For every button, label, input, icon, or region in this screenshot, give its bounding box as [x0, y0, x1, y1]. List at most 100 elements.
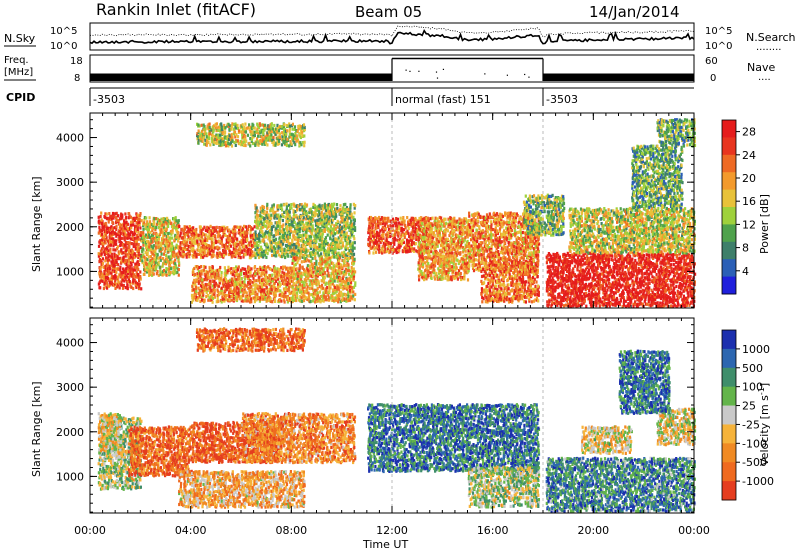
heatmap-cell — [113, 266, 116, 270]
heatmap-cell — [140, 254, 143, 258]
heatmap-cell — [126, 275, 129, 279]
heatmap-cell — [375, 250, 378, 254]
heatmap-cell — [190, 300, 193, 304]
heatmap-cell — [117, 250, 120, 254]
heatmap-cell — [230, 144, 234, 148]
heatmap-cell — [170, 267, 173, 271]
heatmap-cell — [202, 268, 206, 272]
heatmap-cell — [203, 245, 206, 249]
heatmap-cell — [114, 254, 117, 258]
heatmap-cell — [153, 257, 156, 261]
heatmap-cell — [100, 265, 103, 269]
heatmap-cell — [113, 264, 116, 268]
heatmap-cell — [119, 234, 122, 238]
heatmap-cell — [246, 227, 249, 231]
heatmap-cell — [106, 272, 109, 276]
heatmap-cell — [110, 225, 113, 229]
heatmap-cell — [149, 269, 152, 273]
heatmap-cell — [147, 230, 150, 234]
heatmap-cell — [203, 265, 206, 269]
heatmap-cell — [129, 252, 132, 256]
heatmap-cell — [114, 286, 117, 290]
heatmap-cell — [196, 274, 199, 278]
heatmap-cell — [343, 297, 346, 301]
heatmap-cell — [130, 220, 133, 224]
heatmap-cell — [191, 284, 194, 288]
heatmap-cell — [247, 243, 250, 247]
heatmap-cell — [354, 270, 357, 274]
heatmap-cell — [157, 241, 160, 245]
noise-tick-top: 10^5 — [50, 26, 77, 37]
heatmap-cell — [316, 218, 319, 222]
heatmap-cell — [318, 210, 321, 214]
heatmap-cell — [348, 288, 352, 293]
heatmap-cell — [197, 123, 200, 127]
heatmap-cell — [141, 235, 145, 239]
heatmap-cell — [256, 140, 259, 144]
heatmap-cell — [101, 232, 104, 237]
heatmap-cell — [178, 261, 181, 265]
heatmap-cell — [119, 224, 122, 229]
heatmap-cell — [137, 267, 140, 272]
heatmap-cell — [344, 293, 347, 297]
heatmap-cell — [161, 264, 164, 268]
heatmap-cell — [216, 255, 219, 259]
heatmap-cell — [315, 262, 318, 266]
heatmap-cell — [177, 230, 180, 235]
heatmap-cell — [149, 258, 152, 262]
heatmap-cell — [121, 243, 125, 247]
heatmap-cell — [225, 293, 228, 298]
heatmap-cell — [293, 277, 296, 281]
heatmap-cell — [244, 237, 247, 241]
heatmap-cell — [139, 226, 142, 230]
heatmap-cell — [259, 234, 262, 238]
heatmap-cell — [164, 240, 167, 244]
heatmap-cell — [253, 265, 257, 269]
heatmap-cell — [146, 265, 149, 269]
heatmap-cell — [156, 238, 159, 242]
frequency-label-line2: [MHz] — [4, 67, 33, 78]
heatmap-cell — [152, 265, 155, 269]
heatmap-cell — [250, 226, 253, 230]
heatmap-cell — [138, 285, 141, 289]
heatmap-cell — [122, 255, 125, 259]
noise-right-legend-dots: ........ — [756, 42, 781, 53]
heatmap-cell — [109, 277, 112, 281]
heatmap-cell — [138, 233, 141, 237]
heatmap-cell — [112, 244, 115, 248]
heatmap-cell — [202, 252, 205, 256]
heatmap-cell — [378, 244, 381, 248]
heatmap-cell — [146, 220, 149, 224]
heatmap-cell — [249, 240, 252, 244]
heatmap-cell — [123, 229, 126, 233]
heatmap-cell — [137, 230, 140, 234]
heatmap-cell — [208, 234, 211, 238]
heatmap-cell — [183, 245, 186, 249]
heatmap-cell — [158, 228, 162, 232]
heatmap-cell — [291, 122, 294, 126]
heatmap-cell — [339, 207, 342, 212]
heatmap-cell — [149, 230, 152, 234]
heatmap-cell — [199, 279, 202, 283]
heatmap-cell — [302, 123, 306, 127]
heatmap-cell — [284, 290, 287, 295]
heatmap-cell — [104, 212, 107, 216]
heatmap-cell — [162, 268, 165, 273]
heatmap-cell — [283, 228, 286, 232]
heatmap-cell — [269, 267, 272, 271]
heatmap-cell — [211, 293, 214, 297]
heatmap-cell — [162, 233, 165, 237]
heatmap-cell — [253, 251, 256, 255]
nave-dot — [418, 70, 420, 72]
heatmap-cell — [242, 252, 246, 257]
cpid-segment-label-1: normal (fast) 151 — [395, 93, 491, 106]
heatmap-cell — [213, 241, 216, 245]
heatmap-cell — [240, 243, 243, 247]
heatmap-cell — [110, 243, 113, 247]
heatmap-cell — [226, 226, 229, 230]
heatmap-cell — [134, 224, 138, 228]
heatmap-cell — [174, 216, 177, 220]
heatmap-cell — [214, 229, 218, 233]
heatmap-cell — [162, 220, 165, 224]
heatmap-cell — [336, 243, 339, 247]
